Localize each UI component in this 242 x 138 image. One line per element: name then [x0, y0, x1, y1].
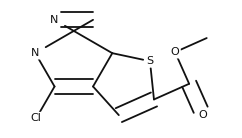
Text: O: O	[171, 47, 179, 57]
Text: Cl: Cl	[31, 113, 42, 123]
Text: N: N	[31, 48, 39, 58]
Text: N: N	[50, 15, 59, 25]
Text: S: S	[146, 56, 153, 66]
Text: O: O	[199, 110, 208, 120]
